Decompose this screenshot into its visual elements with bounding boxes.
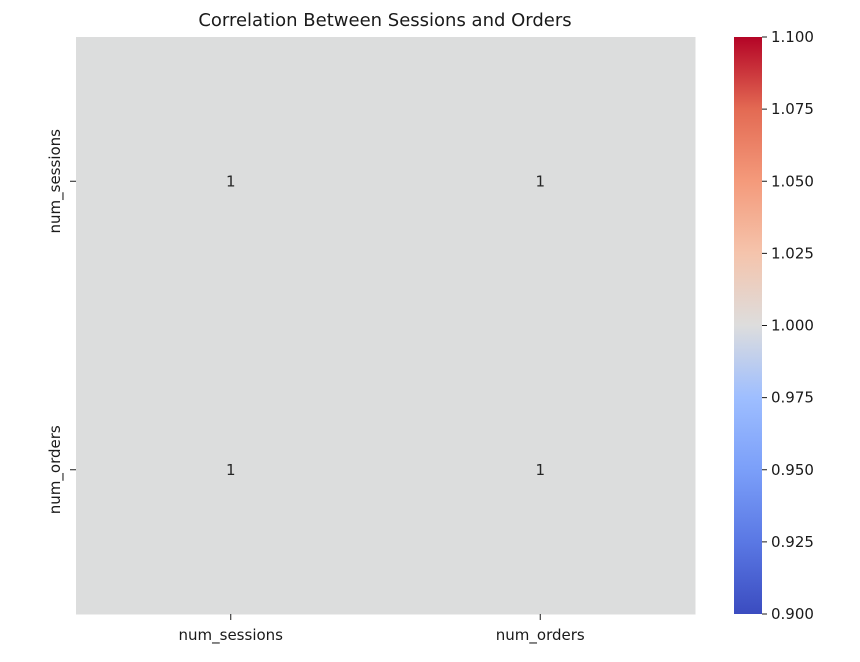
colorbar-ticks: 0.900 0.925 0.950 0.975 1.000 1.025 1.050 1.075…	[762, 28, 814, 623]
x-tick-label: num_orders	[496, 626, 585, 645]
cell-annotation: 1	[226, 172, 236, 190]
colorbar-tick-label: 0.950	[771, 461, 814, 479]
heatmap-cell	[385, 37, 696, 326]
x-axis-ticks: num_sessions num_orders	[179, 614, 585, 645]
colorbar-tick-label: 1.050	[771, 172, 814, 190]
y-axis-ticks: num_sessions num_orders	[46, 129, 76, 514]
colorbar-tick-label: 1.100	[771, 28, 814, 46]
cell-annotations: 1 1 1 1	[226, 172, 545, 479]
cell-annotation: 1	[535, 461, 545, 479]
colorbar-tick-label: 1.075	[771, 100, 814, 118]
x-tick-label: num_sessions	[179, 626, 284, 645]
cell-annotation: 1	[226, 461, 236, 479]
chart-title: Correlation Between Sessions and Orders	[198, 10, 571, 31]
y-tick-label: num_sessions	[46, 129, 65, 234]
colorbar	[734, 37, 762, 614]
y-tick-label: num_orders	[46, 425, 65, 514]
heatmap-cell	[76, 325, 386, 615]
colorbar-tick-label: 0.925	[771, 533, 814, 551]
cell-annotation: 1	[535, 172, 545, 190]
heatmap-cell	[385, 325, 696, 615]
heatmap-cell	[76, 37, 386, 326]
heatmap-cells	[76, 37, 696, 615]
colorbar-tick-label: 0.900	[771, 605, 814, 623]
colorbar-tick-label: 1.025	[771, 244, 814, 262]
colorbar-tick-label: 0.975	[771, 389, 814, 407]
colorbar-tick-label: 1.000	[771, 317, 814, 335]
